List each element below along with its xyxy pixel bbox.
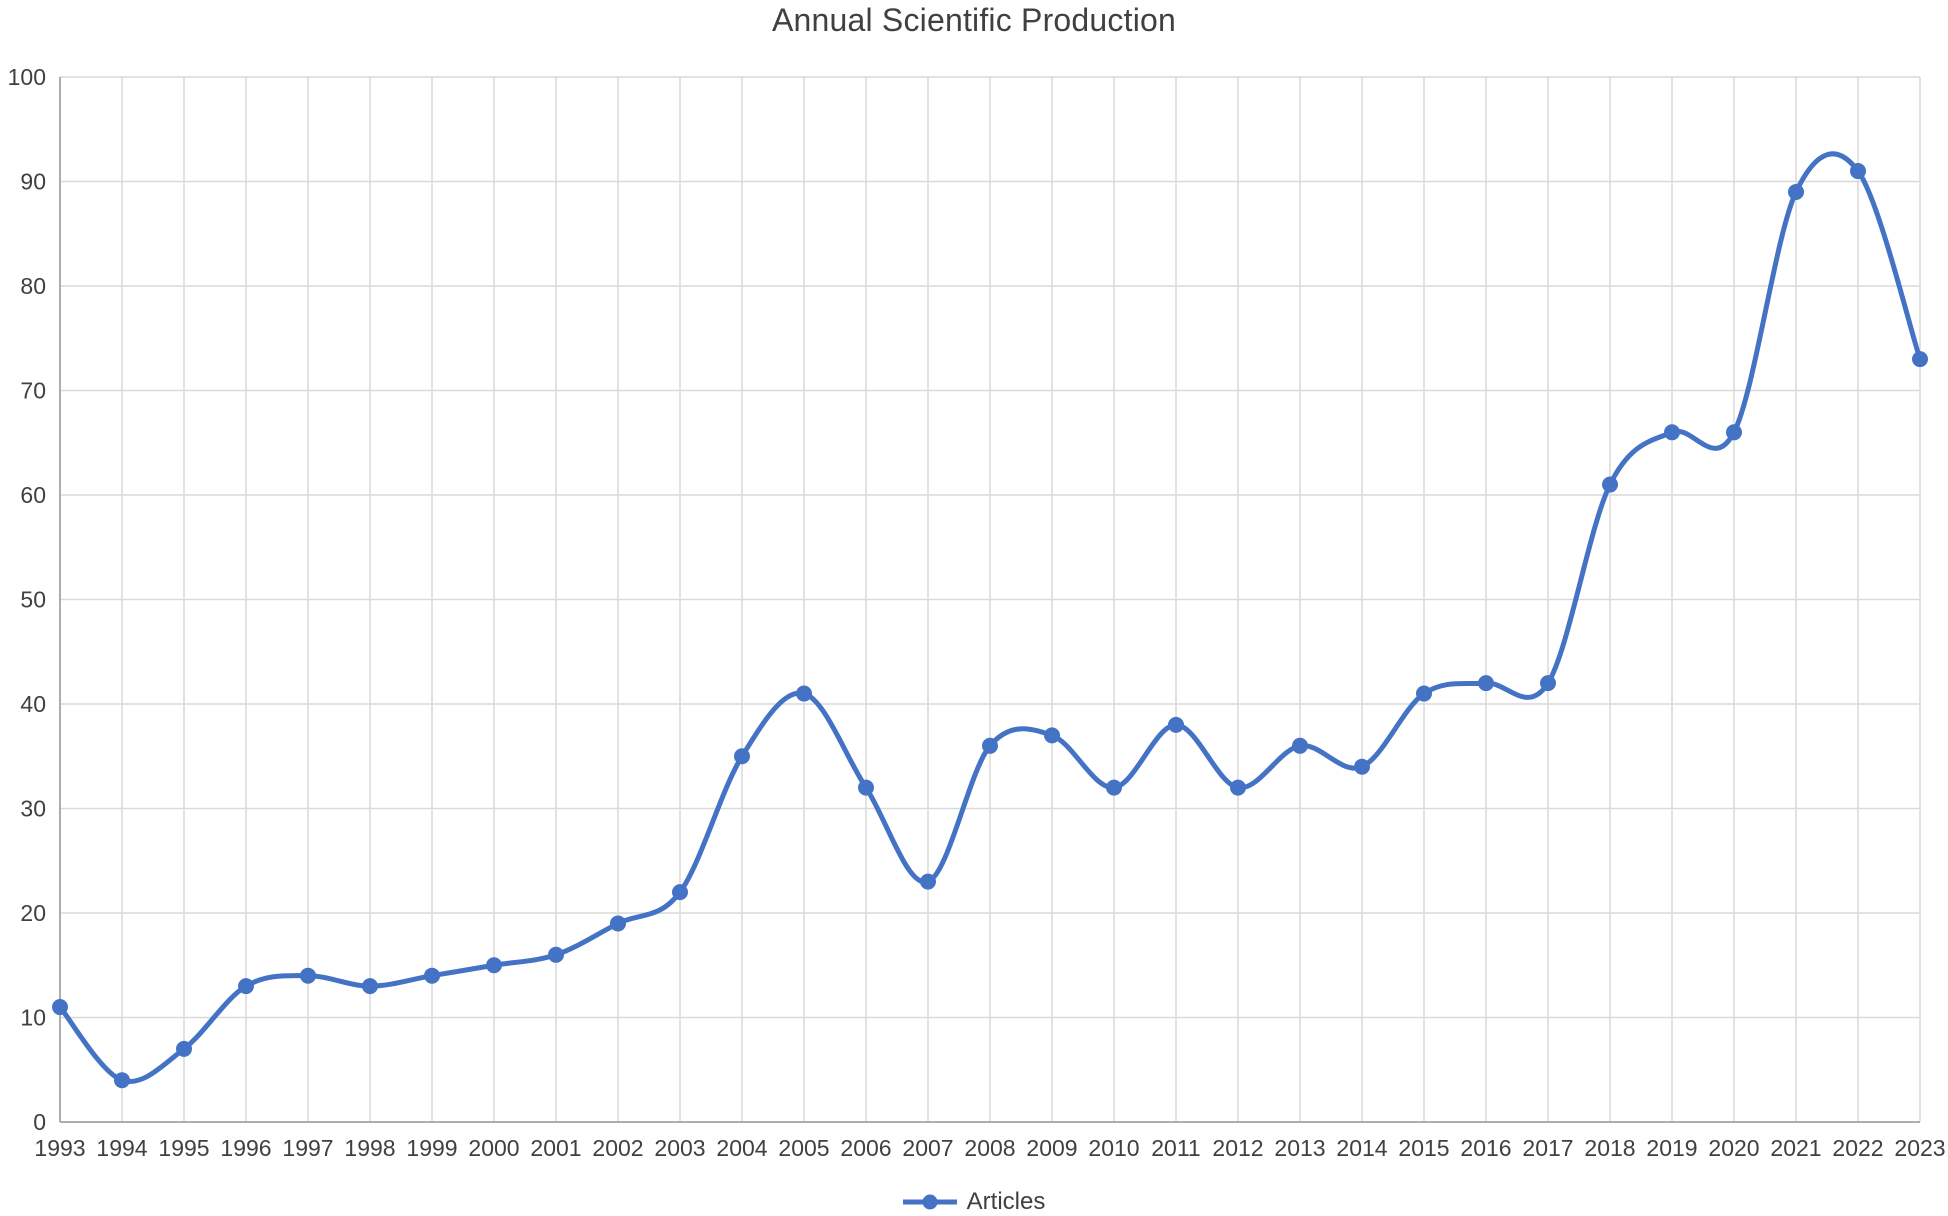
data-point-marker (1354, 758, 1370, 775)
data-point-marker (1292, 737, 1308, 754)
x-tick-label: 2000 (468, 1135, 519, 1161)
data-point-marker (424, 967, 440, 984)
y-tick-label: 30 (20, 796, 46, 822)
y-tick-label: 80 (20, 273, 46, 299)
x-tick-label: 2019 (1646, 1135, 1697, 1161)
y-tick-label: 10 (20, 1005, 46, 1031)
x-tick-label: 2023 (1894, 1135, 1945, 1161)
data-point-marker (238, 978, 254, 995)
data-point-marker (1726, 424, 1742, 441)
data-point-marker (548, 946, 564, 963)
x-tick-label: 2021 (1770, 1135, 1821, 1161)
x-tick-label: 2013 (1274, 1135, 1325, 1161)
y-tick-label: 100 (8, 64, 46, 90)
data-point-marker (1478, 675, 1494, 692)
data-point-marker (300, 967, 316, 984)
x-tick-label: 2016 (1460, 1135, 1511, 1161)
chart-title: Annual Scientific Production (771, 2, 1177, 38)
data-point-marker (1416, 685, 1432, 702)
x-tick-label: 2003 (654, 1135, 705, 1161)
data-point-marker (1912, 351, 1928, 368)
x-tick-label: 2011 (1151, 1135, 1200, 1161)
legend-label: Articles (966, 1188, 1046, 1215)
y-tick-label: 50 (20, 587, 46, 613)
x-tick-label: 2002 (592, 1135, 643, 1161)
legend-dot-icon (922, 1194, 938, 1210)
data-point-marker (1602, 476, 1618, 493)
x-tick-label: 1993 (34, 1135, 85, 1161)
x-tick-label: 2015 (1398, 1135, 1449, 1161)
x-tick-label: 2005 (778, 1135, 829, 1161)
x-tick-label: 2006 (840, 1135, 891, 1161)
data-point-marker (362, 978, 378, 995)
x-tick-label: 1997 (282, 1135, 333, 1161)
data-point-marker (982, 737, 998, 754)
x-tick-label: 2012 (1212, 1135, 1263, 1161)
data-point-marker (1044, 727, 1060, 744)
data-point-marker (672, 884, 688, 901)
x-tick-label: 2014 (1336, 1135, 1387, 1161)
data-point-marker (1664, 424, 1680, 441)
x-tick-label: 2009 (1026, 1135, 1077, 1161)
x-tick-label: 2017 (1522, 1135, 1573, 1161)
data-point-marker (920, 873, 936, 890)
x-tick-label: 1998 (344, 1135, 395, 1161)
data-point-marker (1230, 779, 1246, 796)
x-tick-label: 1995 (158, 1135, 209, 1161)
data-point-marker (858, 779, 874, 796)
y-tick-label: 70 (20, 378, 46, 404)
legend-line-marker-icon (902, 1194, 957, 1210)
x-tick-label: 2001 (530, 1135, 581, 1161)
data-point-marker (1168, 716, 1184, 733)
x-tick-label: 2020 (1708, 1135, 1759, 1161)
x-tick-label: 2008 (964, 1135, 1015, 1161)
data-point-marker (1850, 163, 1866, 180)
data-point-marker (486, 957, 502, 974)
y-tick-label: 90 (20, 169, 46, 195)
data-point-marker (734, 748, 750, 765)
data-point-marker (1788, 183, 1804, 200)
x-tick-label: 1996 (220, 1135, 271, 1161)
x-tick-label: 2022 (1832, 1135, 1883, 1161)
y-tick-label: 0 (33, 1109, 46, 1135)
data-point-marker (796, 685, 812, 702)
data-point-marker (610, 915, 626, 932)
data-point-marker (1540, 675, 1556, 692)
y-tick-label: 40 (20, 691, 46, 717)
data-point-marker (52, 999, 68, 1016)
legend: Articles (0, 1188, 1948, 1216)
x-tick-label: 2004 (716, 1135, 767, 1161)
x-tick-label: 1999 (406, 1135, 457, 1161)
y-tick-label: 60 (20, 482, 46, 508)
data-point-marker (114, 1072, 130, 1089)
data-point-marker (176, 1040, 192, 1057)
x-tick-label: 1994 (96, 1135, 147, 1161)
x-tick-label: 2018 (1584, 1135, 1635, 1161)
x-tick-label: 2007 (902, 1135, 953, 1161)
x-tick-label: 2010 (1088, 1135, 1139, 1161)
y-tick-label: 20 (20, 900, 46, 926)
data-point-marker (1106, 779, 1122, 796)
